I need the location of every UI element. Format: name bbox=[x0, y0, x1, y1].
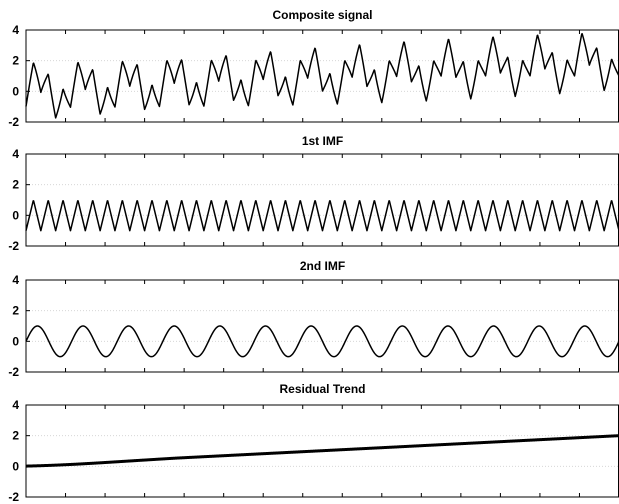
y-tick-label: 4 bbox=[12, 398, 19, 412]
y-tick-label: 2 bbox=[12, 304, 19, 318]
series-line bbox=[25, 200, 619, 232]
y-tick-label: -2 bbox=[8, 239, 19, 253]
y-tick-label: 4 bbox=[12, 23, 19, 37]
plot-area bbox=[25, 153, 619, 247]
series-line bbox=[25, 325, 619, 358]
y-tick-label: 2 bbox=[12, 54, 19, 68]
y-tick-label: 2 bbox=[12, 178, 19, 192]
subplot-title: Residual Trend bbox=[279, 382, 365, 396]
y-tick-label: 4 bbox=[12, 273, 19, 287]
y-tick-label: 0 bbox=[12, 208, 19, 222]
subplot-title: 2nd IMF bbox=[300, 259, 345, 273]
series-line bbox=[24, 434, 619, 468]
y-tick-label: -2 bbox=[8, 490, 19, 504]
y-tick-label: 4 bbox=[12, 147, 19, 161]
subplot-2: 1st IMF -2 0 2 4 bbox=[8, 134, 619, 253]
subplot-title: Composite signal bbox=[272, 8, 372, 22]
y-tick-label: 0 bbox=[12, 334, 19, 348]
y-tick-label: 2 bbox=[12, 429, 19, 443]
y-tick-label: 0 bbox=[12, 84, 19, 98]
series-line bbox=[25, 33, 619, 119]
y-tick-label: -2 bbox=[8, 115, 19, 129]
subplot-4: Residual Trend -2 0 2 4 bbox=[8, 382, 619, 504]
y-tick-label: 0 bbox=[12, 459, 19, 473]
y-tick-label: -2 bbox=[8, 365, 19, 379]
subplot-1: Composite signal -2 0 2 4 bbox=[8, 8, 619, 129]
subplot-title: 1st IMF bbox=[302, 134, 343, 148]
subplot-3: 2nd IMF -2 0 2 4 bbox=[8, 259, 619, 379]
plot-area bbox=[25, 279, 619, 373]
